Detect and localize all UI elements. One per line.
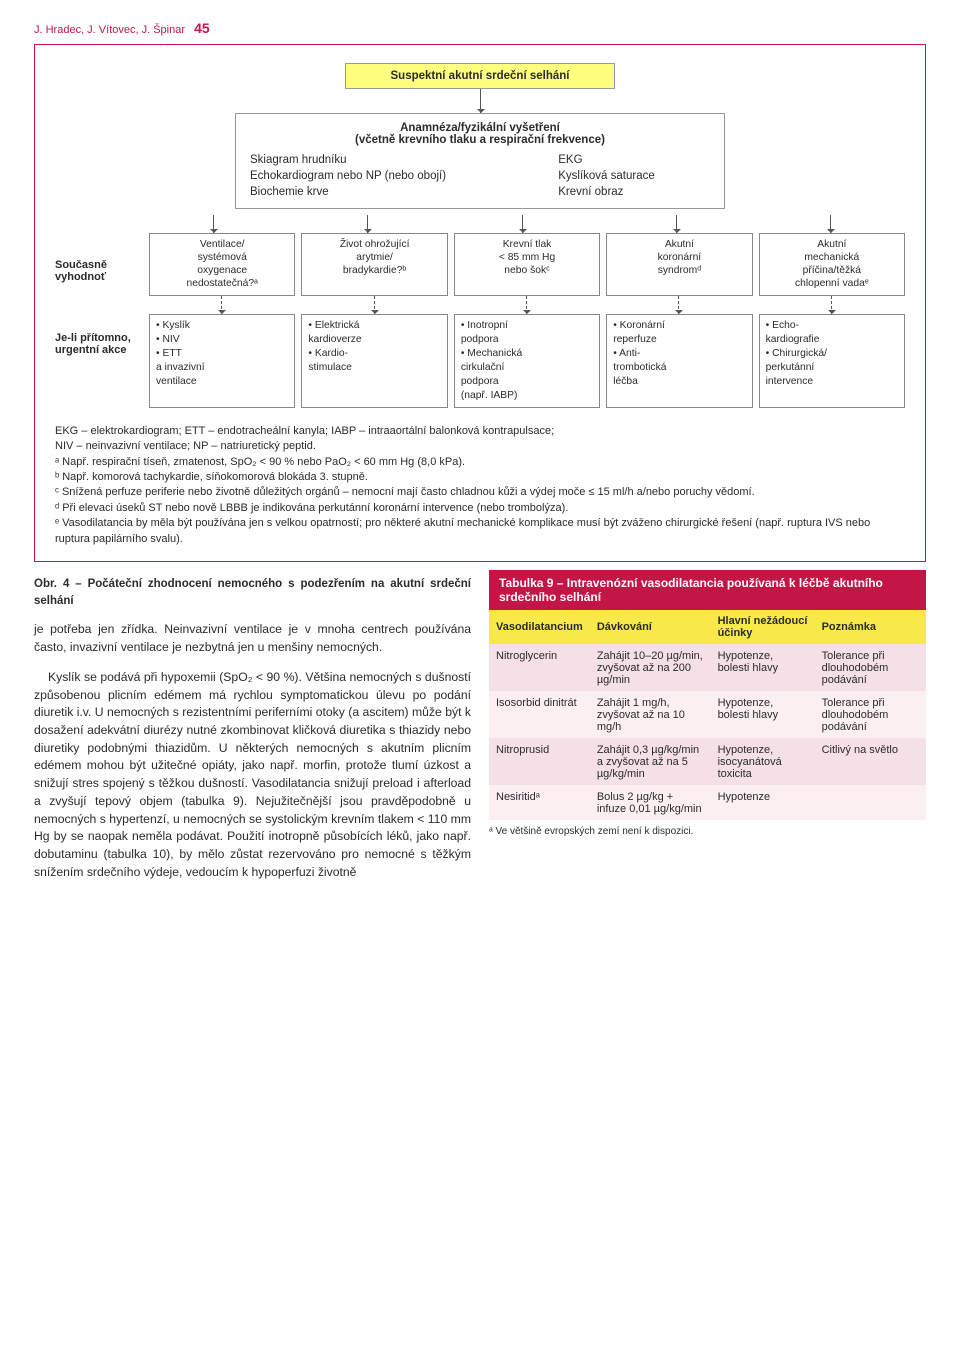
eval-node: Krevní tlak < 85 mm Hg nebo šokᶜ bbox=[454, 233, 600, 296]
table-col: Poznámka bbox=[815, 610, 926, 645]
body-paragraph: je potřeba jen zřídka. Neinvazivní venti… bbox=[34, 621, 471, 656]
arrow-icon bbox=[480, 89, 481, 113]
table-col: Vasodilatancium bbox=[489, 610, 590, 645]
figure-caption: Obr. 4 – Počáteční zhodnocení nemocného … bbox=[34, 576, 471, 609]
eval-node: Ventilace/ systémová oxygenace nedostate… bbox=[149, 233, 295, 296]
action-node: • Elektrická kardioverze • Kardio- stimu… bbox=[301, 314, 447, 407]
table-row: NesiritidᵃBolus 2 µg/kg + infuze 0,01 µg… bbox=[489, 785, 926, 820]
figure-legend: EKG – elektrokardiogram; ETT – endotrach… bbox=[55, 424, 905, 547]
row1-label: Současně vyhodnoť bbox=[55, 233, 139, 296]
figure-4-flowchart: Suspektní akutní srdeční selhání Anamnéz… bbox=[34, 44, 926, 562]
table-9-title: Tabulka 9 – Intravenózní vasodilatancia … bbox=[489, 570, 926, 610]
body-paragraph: Kyslík se podává při hypoxemii (SpO₂ < 9… bbox=[34, 669, 471, 881]
eval-node: Akutní mechanická příčina/těžká chlopenn… bbox=[759, 233, 905, 296]
action-node: • Inotropní podpora • Mechanická cirkula… bbox=[454, 314, 600, 407]
row2-label: Je-li přítomno, urgentní akce bbox=[55, 314, 139, 407]
body-left-column: Obr. 4 – Počáteční zhodnocení nemocného … bbox=[34, 570, 471, 894]
table-row: Isosorbid dinitrátZahájit 1 mg/h, zvyšov… bbox=[489, 691, 926, 738]
eval-node: Akutní koronární syndromᵈ bbox=[606, 233, 752, 296]
page-number: 45 bbox=[194, 20, 210, 36]
action-node: • Koronární reperfuze • Anti- trombotick… bbox=[606, 314, 752, 407]
table-row: NitroglycerinZahájit 10–20 µg/min, zvyšo… bbox=[489, 644, 926, 691]
assessment-table: Skiagram hrudníkuEKG Echokardiogram nebo… bbox=[250, 152, 710, 200]
root-node: Suspektní akutní srdeční selhání bbox=[345, 63, 615, 89]
authors: J. Hradec, J. Vítovec, J. Špinar bbox=[34, 24, 185, 36]
page-header: J. Hradec, J. Vítovec, J. Špinar 45 bbox=[34, 20, 926, 36]
action-node: • Kyslík • NIV • ETT a invazivní ventila… bbox=[149, 314, 295, 407]
eval-node: Život ohrožující arytmie/ bradykardie?ᵇ bbox=[301, 233, 447, 296]
action-node: • Echo- kardiografie • Chirurgická/ perk… bbox=[759, 314, 905, 407]
table-col: Dávkování bbox=[590, 610, 711, 645]
assessment-title: Anamnéza/fyzikální vyšetření (včetně kre… bbox=[250, 122, 710, 146]
table-row: NitroprusidZahájit 0,3 µg/kg/min a zvyšo… bbox=[489, 738, 926, 785]
table-footnote: ᵃ Ve většině evropských zemí není k disp… bbox=[489, 826, 926, 837]
assessment-node: Anamnéza/fyzikální vyšetření (včetně kre… bbox=[235, 113, 725, 209]
table-col: Hlavní nežádoucí účinky bbox=[711, 610, 815, 645]
table-9: Vasodilatancium Dávkování Hlavní nežádou… bbox=[489, 610, 926, 820]
